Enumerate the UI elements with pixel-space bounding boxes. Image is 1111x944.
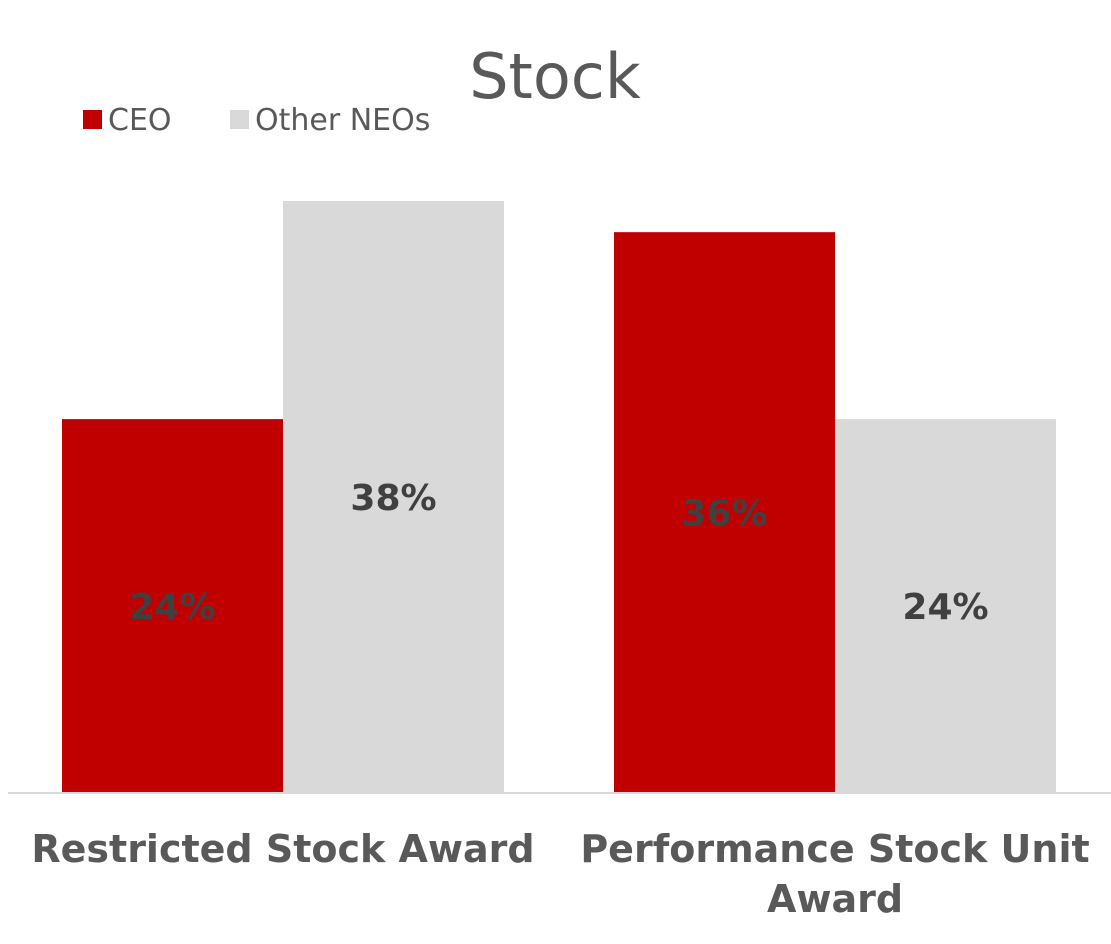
category-label-performance-stock-unit-award-line-1: Performance Stock Unit [580, 827, 1089, 871]
legend-label-ceo: CEO [108, 103, 172, 138]
bar-ceo-performance-stock-unit-award [614, 232, 835, 793]
data-label-ceo-performance-stock-unit-award: 36% [681, 494, 767, 535]
legend-swatch-other-neos [230, 110, 249, 129]
category-labels-group: Restricted Stock Award Performance Stock … [31, 827, 1089, 921]
legend-label-other-neos: Other NEOs [255, 103, 430, 138]
category-label-performance-stock-unit-award-line-2: Award [767, 877, 903, 921]
category-label-restricted-stock-award: Restricted Stock Award [31, 827, 534, 871]
bar-other-neos-performance-stock-unit-award [835, 419, 1056, 793]
legend-swatch-ceo [83, 110, 102, 129]
bar-other-neos-restricted-stock-award [283, 201, 504, 793]
data-labels-group: 24% 38% 36% 24% [129, 478, 988, 628]
data-label-ceo-restricted-stock-award: 24% [129, 587, 215, 628]
data-label-other-neos-restricted-stock-award: 38% [350, 478, 436, 519]
data-label-other-neos-performance-stock-unit-award: 24% [902, 587, 988, 628]
chart-legend: CEO Other NEOs [83, 103, 430, 138]
bar-ceo-restricted-stock-award [62, 419, 283, 793]
bars-group [62, 201, 1056, 793]
chart-title: Stock [469, 40, 641, 113]
